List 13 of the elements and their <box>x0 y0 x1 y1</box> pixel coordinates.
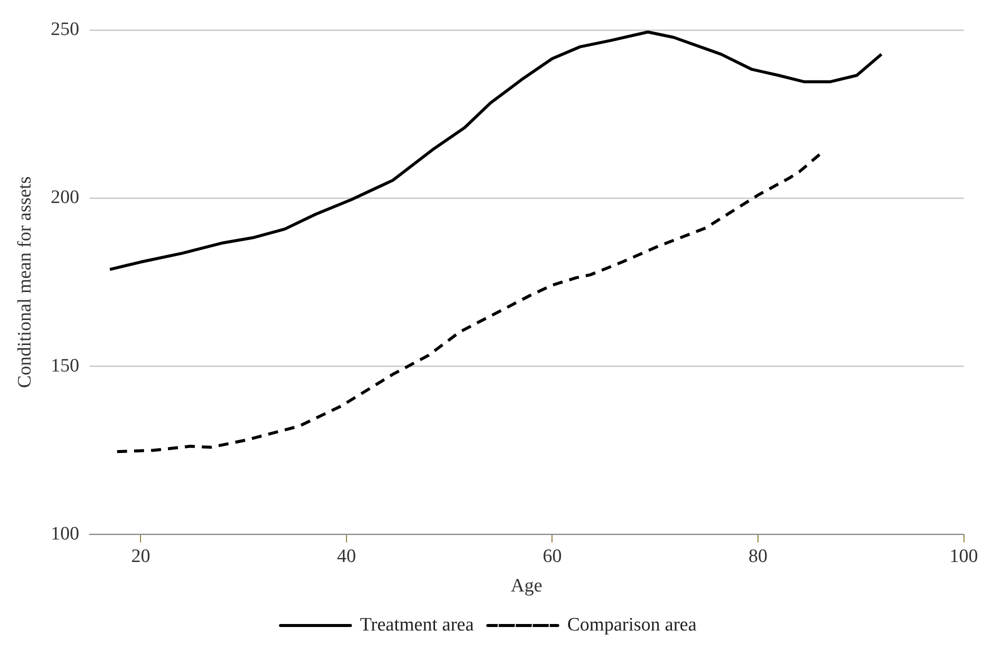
x-tick-label: 60 <box>542 546 562 567</box>
y-tick-label: 250 <box>50 18 80 40</box>
y-tick-label: 100 <box>50 523 80 544</box>
x-tick-label: 20 <box>131 546 150 567</box>
legend-label: Comparison area <box>567 614 698 636</box>
x-tick-label: 100 <box>950 546 978 567</box>
y-tick-label: 150 <box>50 355 80 376</box>
x-tick-label: 80 <box>748 546 768 567</box>
x-tick-label: 40 <box>336 546 356 567</box>
y-axis-title: Conditional mean for assets <box>14 176 36 388</box>
x-axis-title: Age <box>510 576 542 597</box>
legend-label: Treatment area <box>360 614 474 636</box>
y-tick-label: 200 <box>50 187 80 208</box>
